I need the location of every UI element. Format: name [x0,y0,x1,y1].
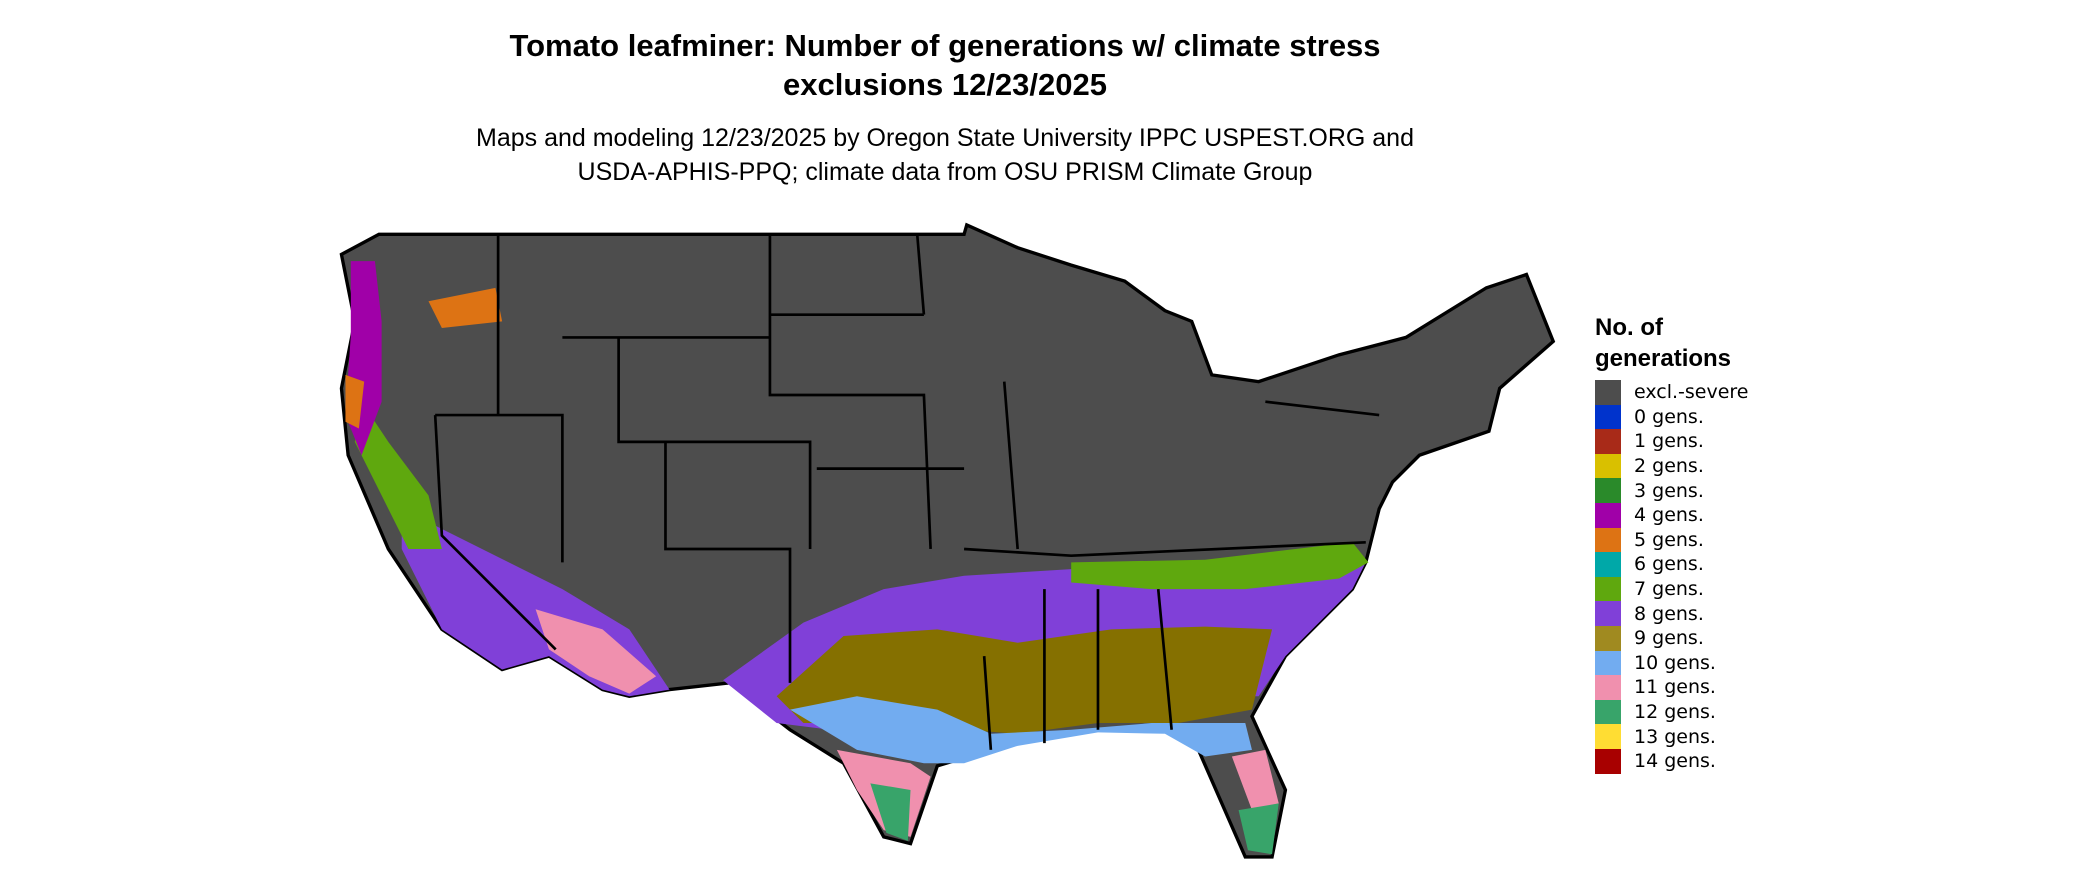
legend-label: 14 gens. [1634,750,1716,773]
legend-item: 6 gens. [1595,552,1749,577]
legend-swatch [1595,699,1621,725]
legend-swatch [1595,748,1621,774]
legend-item: 10 gens. [1595,650,1749,676]
legend-item: 2 gens. [1595,453,1749,479]
legend-swatch [1595,404,1621,430]
region-10-gens [790,696,1252,764]
region-west-pink [535,609,657,694]
legend-label: 10 gens. [1634,651,1716,674]
legend-item: 12 gens. [1595,699,1749,725]
state-boundaries [433,234,1380,750]
map-subtitle-line2: USDA-APHIS-PPQ; climate data from OSU PR… [577,158,1313,186]
legend-label: 8 gens. [1634,602,1704,625]
legend-swatch [1595,429,1621,454]
legend-item: 7 gens. [1595,576,1749,602]
legend-swatch [1595,601,1621,626]
legend-title-line1: No. of [1595,314,1663,341]
legend-swatch [1595,675,1621,700]
legend-item: 3 gens. [1595,478,1749,503]
legend-swatch [1595,552,1621,577]
legend-swatch [1595,478,1621,503]
legend-swatch [1595,527,1621,553]
legend-label: 9 gens. [1634,627,1704,650]
legend-label: 11 gens. [1634,676,1716,699]
legend-item: excl.-severe [1595,380,1749,405]
legend-item: 13 gens. [1595,724,1749,749]
legend-item: 11 gens. [1595,675,1749,700]
region-7-gens [1071,542,1369,590]
legend-title-line2: generations [1595,345,1732,372]
map-title-line1: Tomato leafminer: Number of generations … [509,28,1381,63]
legend-swatch [1595,724,1621,749]
legend-item: 14 gens. [1595,748,1749,774]
legend: No. of generations excl.-severe 0 gens. 1 … [1595,312,1749,774]
legend-item: 0 gens. [1595,404,1749,430]
legend-label: 13 gens. [1634,725,1716,748]
legend-item: 8 gens. [1595,601,1749,626]
map-subtitle-line1: Maps and modeling 12/23/2025 by Oregon S… [476,124,1414,152]
legend-label: 2 gens. [1634,455,1704,478]
legend-swatch [1595,625,1621,651]
legend-swatch [1595,502,1621,528]
legend-item: 5 gens. [1595,527,1749,553]
region-coast-green [354,401,442,549]
map-title-line2: exclusions 12/23/2025 [782,67,1107,102]
legend-swatch [1595,650,1621,676]
legend-label: 4 gens. [1634,504,1704,527]
legend-label: 3 gens. [1634,479,1704,502]
legend-item: 9 gens. [1595,625,1749,651]
legend-label: 1 gens. [1634,430,1704,453]
legend-swatch [1595,453,1621,479]
legend-item: 4 gens. [1595,502,1749,528]
legend-label: excl.-severe [1634,381,1749,404]
legend-label: 12 gens. [1634,701,1716,724]
legend-item: 1 gens. [1595,429,1749,454]
legend-swatch [1595,576,1621,602]
region-11-gens [836,749,1279,837]
legend-swatch [1595,380,1621,405]
legend-label: 0 gens. [1634,405,1704,428]
legend-label: 7 gens. [1634,578,1704,601]
legend-label: 5 gens. [1634,528,1704,551]
legend-label: 6 gens. [1634,553,1704,576]
region-coast-orange [345,287,503,429]
